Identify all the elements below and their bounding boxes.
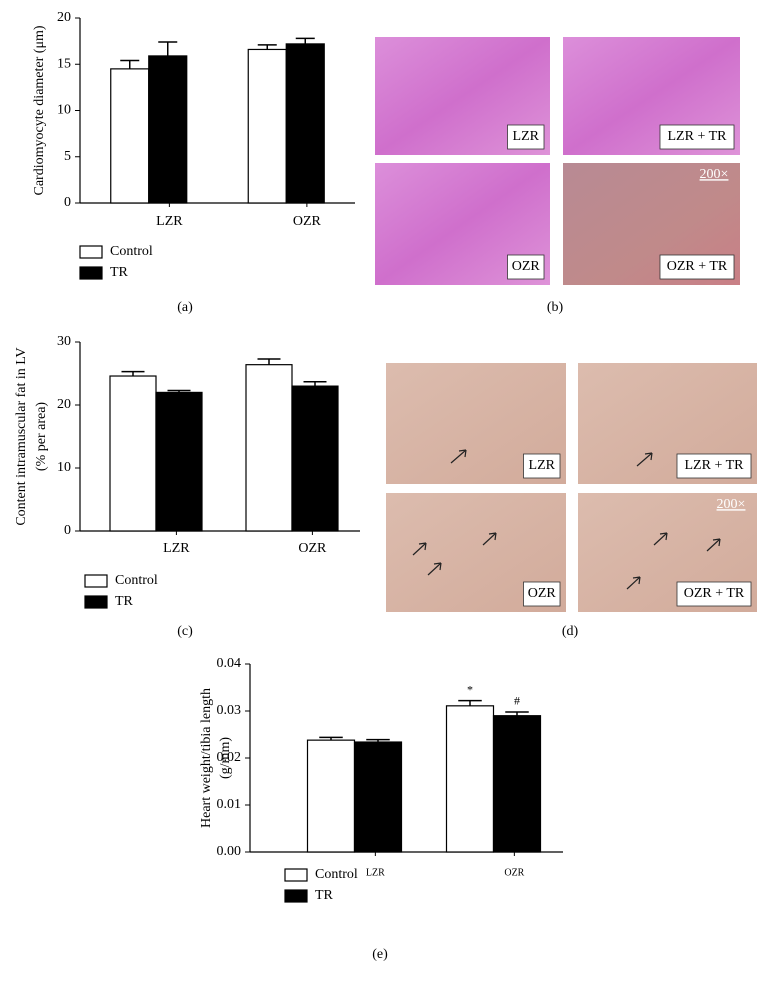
x-tick-label: OZR bbox=[504, 867, 524, 878]
y-axis-label: Heart weight/tibia length bbox=[199, 688, 214, 828]
y-tick-label: 5 bbox=[64, 149, 71, 164]
bar bbox=[353, 741, 403, 853]
micrograph-label: LZR + TR bbox=[685, 458, 745, 473]
micrograph-label: LZR bbox=[513, 129, 540, 144]
y-tick-label: 0 bbox=[64, 195, 71, 210]
y-tick-label: 0.04 bbox=[217, 656, 242, 671]
arrow bbox=[450, 449, 467, 464]
legend-label: Control bbox=[315, 867, 358, 882]
label-box bbox=[659, 124, 735, 150]
legend-swatch bbox=[79, 245, 103, 259]
y-tick-label: 0.02 bbox=[217, 750, 242, 765]
legend-swatch bbox=[79, 266, 103, 280]
legend-swatch bbox=[284, 889, 308, 903]
micrograph-label: LZR bbox=[529, 458, 556, 473]
arrow-head bbox=[712, 538, 721, 547]
bar bbox=[285, 43, 325, 204]
label-box bbox=[507, 254, 545, 280]
arrow-head bbox=[659, 532, 668, 541]
arrow bbox=[427, 562, 442, 576]
y-tick-label: 0.03 bbox=[217, 703, 242, 718]
label-box bbox=[659, 254, 735, 280]
bar bbox=[306, 739, 356, 853]
label-box bbox=[676, 581, 752, 607]
magnification-label: 200× bbox=[700, 167, 729, 182]
x-tick-label: LZR bbox=[163, 541, 190, 556]
arrow bbox=[653, 532, 668, 546]
panel-label: (d) bbox=[562, 624, 579, 639]
significance-mark: * bbox=[467, 682, 473, 696]
y-tick-label: 20 bbox=[57, 397, 71, 412]
bar bbox=[492, 715, 542, 853]
micrograph-label: OZR + TR bbox=[684, 586, 745, 601]
arrow bbox=[626, 576, 641, 590]
micrograph-label: OZR + TR bbox=[667, 259, 728, 274]
legend-label: Control bbox=[115, 573, 158, 588]
label-box bbox=[523, 581, 561, 607]
arrow-head bbox=[488, 532, 497, 541]
legend-swatch bbox=[284, 868, 308, 882]
bar bbox=[245, 364, 293, 532]
bar bbox=[109, 375, 157, 532]
y-axis-label: Cardiomyocyte diameter (μm) bbox=[32, 25, 47, 195]
x-tick-label: OZR bbox=[293, 214, 322, 229]
legend-label: Control bbox=[110, 244, 153, 259]
y-axis-label: Content intramuscular fat in LV bbox=[14, 347, 29, 525]
y-tick-label: 0.01 bbox=[217, 797, 242, 812]
label-box bbox=[523, 453, 561, 479]
bar bbox=[445, 705, 495, 853]
y-tick-label: 0 bbox=[64, 523, 71, 538]
y-tick-label: 0.00 bbox=[217, 844, 242, 859]
legend-swatch bbox=[84, 574, 108, 588]
bar bbox=[291, 385, 339, 532]
arrow bbox=[482, 532, 497, 546]
x-tick-label: LZR bbox=[366, 867, 385, 878]
panel-label: (e) bbox=[372, 947, 388, 962]
bar bbox=[155, 391, 203, 532]
x-tick-label: LZR bbox=[156, 214, 183, 229]
panel-label: (c) bbox=[177, 624, 193, 639]
y-tick-label: 20 bbox=[57, 10, 71, 25]
y-tick-label: 10 bbox=[57, 460, 71, 475]
legend-label: TR bbox=[315, 888, 334, 903]
arrow-head bbox=[458, 449, 467, 458]
label-box bbox=[676, 453, 752, 479]
arrow-head bbox=[433, 562, 442, 571]
y-tick-label: 15 bbox=[57, 56, 71, 71]
micrograph-label: OZR bbox=[528, 586, 557, 601]
micrograph-label: LZR + TR bbox=[668, 129, 728, 144]
arrow bbox=[706, 538, 721, 552]
bar bbox=[247, 48, 287, 204]
arrow-head bbox=[418, 542, 427, 551]
y-axis-label: (% per area) bbox=[34, 402, 49, 472]
panel-label: (a) bbox=[177, 300, 193, 315]
arrow-head bbox=[632, 576, 641, 585]
y-axis-label: (g/mm) bbox=[218, 737, 233, 779]
significance-mark: # bbox=[514, 694, 520, 708]
label-box bbox=[507, 124, 545, 150]
y-tick-label: 30 bbox=[57, 334, 71, 349]
arrow bbox=[636, 452, 653, 467]
y-tick-label: 10 bbox=[57, 103, 71, 118]
panel-label: (b) bbox=[547, 300, 564, 315]
legend-label: TR bbox=[110, 265, 129, 280]
bar bbox=[110, 68, 150, 204]
bar bbox=[148, 55, 188, 204]
micrograph-label: OZR bbox=[512, 259, 541, 274]
arrow-head bbox=[644, 452, 653, 461]
x-tick-label: OZR bbox=[298, 541, 327, 556]
arrow bbox=[412, 542, 427, 556]
legend-label: TR bbox=[115, 594, 134, 609]
magnification-label: 200× bbox=[717, 497, 746, 512]
legend-swatch bbox=[84, 595, 108, 609]
